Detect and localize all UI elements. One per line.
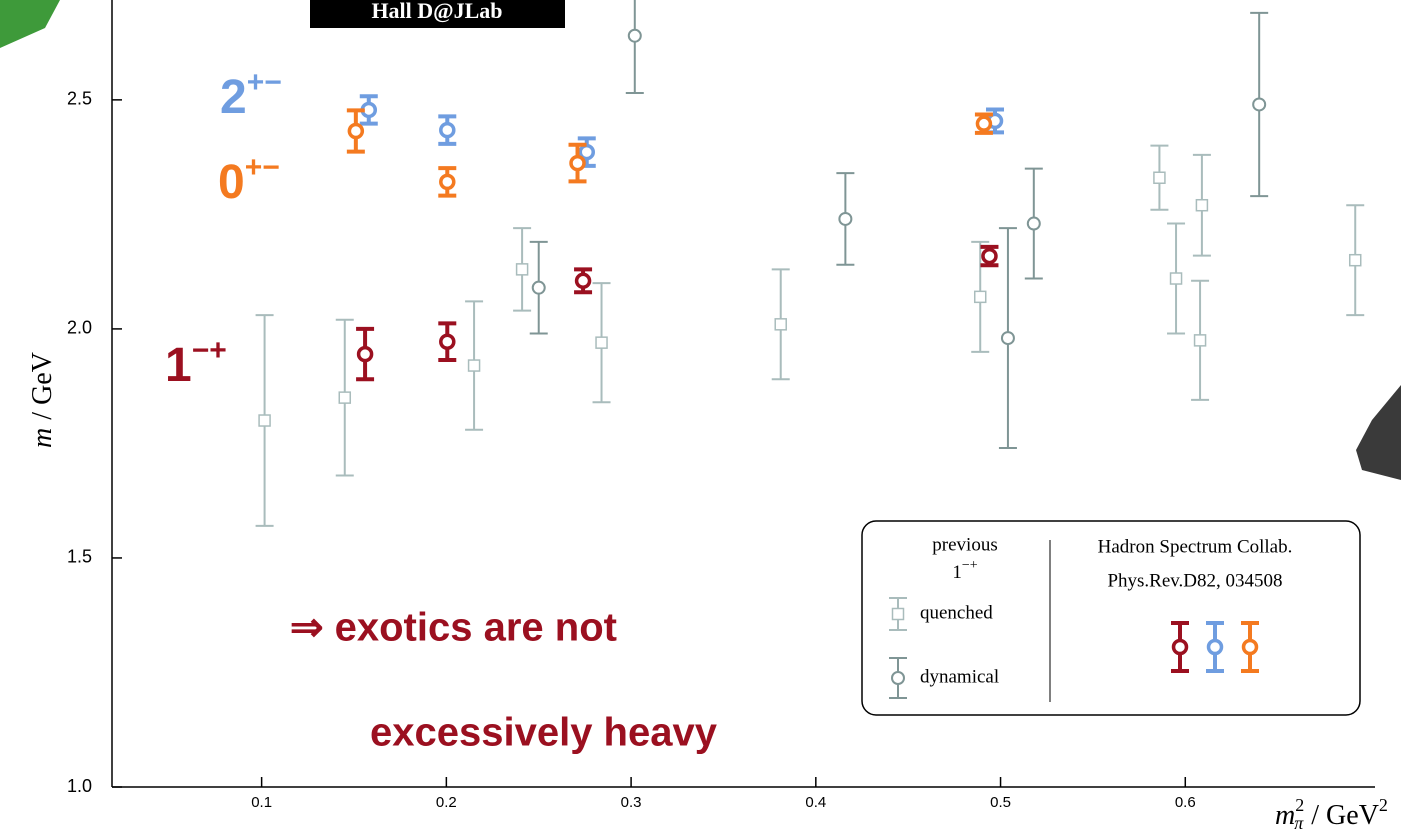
y-axis-label: m / GeV [27,352,58,448]
marker [469,360,480,371]
marker [441,175,454,188]
marker [533,282,545,294]
marker [892,672,904,684]
label-unit: / GeV [27,352,58,420]
annotation: ⇒ exotics are not [290,606,617,650]
marker [775,319,786,330]
x-tick-label: 0.6 [1175,794,1196,811]
marker [839,213,851,225]
label-sup: 2 [1379,795,1388,815]
legend-reference: Phys.Rev.D82, 034508 [1107,570,1282,591]
marker [349,125,362,138]
series-label: 0+− [218,151,280,209]
label-base: 2 [220,71,247,124]
y-tick-label: 1.5 [67,547,92,567]
marker [1195,335,1206,346]
marker [517,264,528,275]
marker [1253,98,1265,110]
marker [359,348,372,361]
label-sub: π [1294,813,1304,833]
banner: Hall D@JLab [371,0,502,23]
x-tick-label: 0.2 [436,794,457,811]
marker [441,124,454,137]
marker [1244,641,1257,654]
label-unit: / GeV [1311,800,1379,831]
label-sup: 2 [1295,795,1304,815]
x-tick-label: 0.5 [990,794,1011,811]
label-sup: −+ [192,334,227,367]
marker [571,157,584,170]
series-label: 1−+ [165,334,227,392]
label-sup: −+ [962,558,978,573]
x-tick-label: 0.1 [251,794,272,811]
marker [1350,255,1361,266]
error-bar [626,0,644,93]
label-symbol: m [1275,800,1295,831]
y-tick-label: 2.0 [67,318,92,338]
marker [596,337,607,348]
marker [1002,332,1014,344]
label-symbol: m [27,428,58,448]
label-base: 1 [952,562,962,583]
x-tick-label: 0.4 [805,794,826,811]
legend-label: dynamical [920,666,999,687]
series-label: 2+− [220,66,282,124]
label-sup: +− [245,151,280,184]
decoration [0,0,60,48]
marker [983,250,996,263]
label-sup: +− [247,66,282,99]
marker [1171,273,1182,284]
plot-area [256,0,1365,526]
marker [629,30,641,42]
marker [339,392,350,403]
marker [441,335,454,348]
marker [1174,641,1187,654]
chart: Hall D@JLab previous 1−+ quenched dynami… [0,0,1401,837]
marker [1154,172,1165,183]
label-base: 0 [218,156,245,209]
marker [577,274,590,287]
y-tick-label: 2.5 [67,89,92,109]
marker [977,117,990,130]
marker [1209,641,1222,654]
annotation: excessively heavy [370,711,718,755]
decoration [1356,385,1401,480]
marker [975,291,986,302]
x-tick-label: 0.3 [621,794,642,811]
marker [1028,218,1040,230]
marker [1196,200,1207,211]
legend: previous 1−+ quenched dynamical Hadron S… [862,521,1360,715]
legend-label: quenched [920,602,993,623]
legend-source: Hadron Spectrum Collab. [1098,536,1293,557]
marker [259,415,270,426]
legend-heading: previous [932,534,997,555]
y-tick-label: 1.0 [67,776,92,796]
label-base: 1 [165,339,192,392]
marker [893,609,904,620]
